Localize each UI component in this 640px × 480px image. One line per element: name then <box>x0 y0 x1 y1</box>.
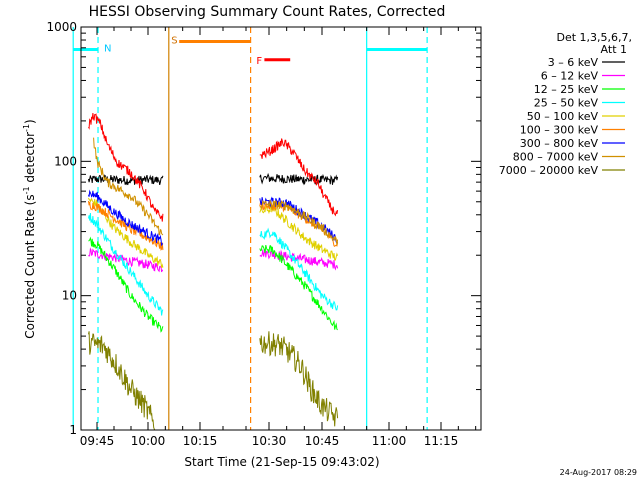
legend-label-4: 50 – 100 keV <box>527 110 599 123</box>
series-line-6-seg-0 <box>88 189 164 247</box>
series-line-1-seg-0 <box>88 247 164 273</box>
x-tick-label-6: 11:15 <box>424 434 459 448</box>
y-axis-label: Corrected Count Rate (s-1 detector-1) <box>22 119 37 338</box>
series-line-3-seg-1 <box>259 227 339 311</box>
x-tick-label-5: 11:00 <box>372 434 407 448</box>
x-axis-label: Start Time (21-Sep-15 09:43:02) <box>184 455 379 469</box>
series-line-3-seg-0 <box>88 212 164 316</box>
y-axis-label-main: Corrected Count Rate (s <box>23 194 37 338</box>
axes-frame <box>80 26 482 431</box>
extra-series-line-0-seg-0 <box>88 113 164 222</box>
series-line-5-seg-0 <box>88 200 164 251</box>
series-line-2-seg-0 <box>88 236 164 333</box>
x-tick-label-2: 10:15 <box>183 434 218 448</box>
series-line-4-seg-1 <box>259 203 339 261</box>
y-tick-label-3: 1000 <box>46 20 77 34</box>
y-axis-label-sup2: -1 <box>22 124 31 132</box>
legend-label-3: 25 – 50 keV <box>534 97 599 110</box>
x-tick-label-3: 10:30 <box>252 434 287 448</box>
series-line-7-seg-1 <box>259 199 339 246</box>
legend-label-6: 300 – 800 keV <box>520 137 599 150</box>
y-tick-label-1: 10 <box>62 289 77 303</box>
y-axis-label-end: ) <box>23 119 37 124</box>
legend-label-7: 800 – 7000 keV <box>513 151 599 164</box>
legend-label-8: 7000 – 20000 keV <box>499 164 599 177</box>
timestamp: 24-Aug-2017 08:29 <box>560 468 637 477</box>
series-line-7-seg-0 <box>93 137 164 236</box>
x-tick-label-0: 09:45 <box>80 434 115 448</box>
legend-title-line1: Det 1,3,5,6,7, <box>556 31 632 44</box>
legend-label-2: 12 – 25 keV <box>534 83 599 96</box>
x-tick-label-4: 10:45 <box>305 434 340 448</box>
legend-label-0: 3 – 6 keV <box>548 56 599 69</box>
flag-label-2: S <box>171 35 177 46</box>
series-line-8-seg-1 <box>259 331 339 427</box>
legend-title-line2: Att 1 <box>601 43 627 56</box>
series-line-8-seg-0 <box>88 331 156 431</box>
chart-title: HESSI Observing Summary Count Rates, Cor… <box>89 4 446 20</box>
legend-label-1: 6 – 12 keV <box>541 70 599 83</box>
legend-label-5: 100 – 300 keV <box>520 124 599 137</box>
extra-series-line-0-seg-1 <box>259 138 339 217</box>
y-tick-label-2: 100 <box>54 154 77 168</box>
plot-area: N S F 09:45 10:00 10:15 10:30 10:45 11:00 11:15 1 1… <box>46 20 482 448</box>
x-tick-label-1: 10:00 <box>131 434 166 448</box>
series-line-0-seg-1 <box>259 172 339 186</box>
flag-label-0: N <box>104 43 111 54</box>
y-axis-label-mid: detector <box>23 132 37 187</box>
series-line-0-seg-0 <box>88 174 164 186</box>
flag-label-3: F <box>256 56 262 67</box>
y-axis-label-sup1: -1 <box>22 186 31 194</box>
series-line-2-seg-1 <box>259 244 338 331</box>
y-tick-label-0: 1 <box>69 423 77 437</box>
